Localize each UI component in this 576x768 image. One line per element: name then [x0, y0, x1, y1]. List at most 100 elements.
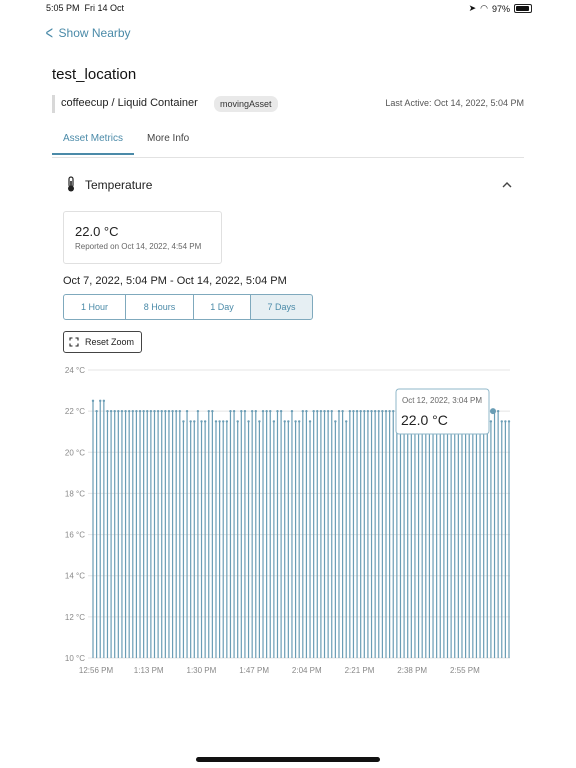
- data-point: [203, 420, 207, 423]
- data-point: [500, 420, 503, 423]
- tab-bar: Asset Metrics More Info: [52, 128, 524, 158]
- x-tick-label: 12:56 PM: [79, 666, 114, 675]
- home-indicator[interactable]: [196, 757, 380, 762]
- data-point: [178, 409, 182, 413]
- data-point: [341, 409, 344, 413]
- y-tick-label: 12 °C: [65, 613, 85, 622]
- data-point: [297, 420, 301, 423]
- status-indicators: ➤ ◠ 97%: [469, 3, 532, 14]
- range-button-7-days[interactable]: 7 Days: [250, 294, 313, 320]
- data-point: [254, 409, 257, 413]
- x-tick-label: 1:30 PM: [187, 666, 217, 675]
- data-point: [384, 409, 388, 413]
- data-point: [377, 409, 380, 413]
- data-point: [489, 420, 493, 423]
- location-arrow-icon: ➤: [468, 3, 477, 13]
- y-tick-label: 24 °C: [65, 366, 85, 375]
- data-point: [164, 409, 167, 413]
- chevron-left-icon: <: [45, 23, 53, 43]
- current-value-card: 22.0 °C Reported on Oct 14, 2022, 4:54 P…: [63, 211, 222, 264]
- data-point: [225, 420, 229, 423]
- data-point: [142, 409, 145, 413]
- data-point: [196, 409, 200, 413]
- last-active-text: Last Active: Oct 14, 2022, 5:04 PM: [385, 98, 524, 108]
- thermometer-icon: [68, 176, 74, 192]
- data-point: [352, 409, 355, 413]
- x-tick-label: 2:55 PM: [450, 666, 480, 675]
- data-point: [189, 420, 192, 423]
- range-button-1-day[interactable]: 1 Day: [193, 294, 251, 320]
- data-point: [156, 409, 160, 413]
- data-point: [330, 409, 333, 413]
- data-point: [218, 420, 221, 423]
- y-tick-label: 22 °C: [65, 407, 85, 416]
- tab-asset-metrics[interactable]: Asset Metrics: [52, 133, 135, 155]
- data-point: [175, 409, 178, 413]
- data-point: [135, 409, 138, 413]
- temperature-section-header[interactable]: Temperature: [66, 176, 512, 194]
- current-value: 22.0 °C: [75, 224, 119, 239]
- data-point: [319, 409, 323, 413]
- x-tick-label: 2:38 PM: [397, 666, 427, 675]
- data-point: [146, 409, 149, 413]
- data-point: [388, 409, 391, 413]
- tooltip-date: Oct 12, 2022, 3:04 PM: [402, 396, 482, 405]
- data-point: [305, 409, 308, 413]
- temperature-chart[interactable]: 24 °C 22 °C 20 °C 18 °C 16 °C 14 °C 12 °C 10 °C…: [0, 360, 576, 690]
- data-point: [120, 409, 124, 413]
- asset-row: coffeecup / Liquid Container movingAsset…: [52, 95, 524, 113]
- data-point: [363, 409, 366, 413]
- data-point: [185, 409, 189, 413]
- data-point: [211, 409, 214, 413]
- data-point: [366, 409, 370, 413]
- data-point: [323, 409, 326, 413]
- x-tick-label: 2:04 PM: [292, 666, 322, 675]
- tooltip-box: [395, 388, 490, 435]
- data-point: [236, 420, 239, 423]
- data-point: [214, 420, 218, 423]
- y-tick-label: 10 °C: [65, 654, 85, 663]
- wifi-icon: ◠: [480, 3, 488, 13]
- data-point: [301, 409, 305, 413]
- data-point: [265, 409, 268, 413]
- time-range-selector: 1 Hour 8 Hours 1 Day 7 Days: [63, 294, 313, 320]
- page-title: test_location: [52, 66, 137, 83]
- data-point: [240, 409, 243, 413]
- tab-more-info[interactable]: More Info: [147, 133, 190, 144]
- data-point: [359, 409, 362, 413]
- y-tick-label: 20 °C: [65, 448, 85, 457]
- data-point: [247, 420, 250, 423]
- data-point: [261, 409, 265, 413]
- data-point: [507, 420, 511, 423]
- status-time: 5:05 PM Fri 14 Oct: [46, 3, 124, 13]
- data-point: [106, 409, 109, 413]
- data-point: [109, 409, 113, 413]
- status-date-text: Fri 14 Oct: [84, 3, 125, 13]
- reset-zoom-button[interactable]: Reset Zoom: [63, 331, 143, 353]
- data-point: [283, 420, 286, 423]
- data-point: [496, 409, 500, 413]
- data-point: [167, 409, 171, 413]
- data-point: [287, 420, 290, 423]
- data-point: [250, 409, 254, 413]
- back-button[interactable]: < Show Nearby: [44, 23, 131, 43]
- range-button-8-hours[interactable]: 8 Hours: [125, 294, 194, 320]
- data-point: [294, 420, 297, 423]
- battery-icon: [514, 4, 532, 13]
- chevron-up-icon[interactable]: [502, 180, 512, 190]
- data-point: [200, 420, 203, 423]
- data-point: [243, 409, 247, 413]
- data-point: [337, 409, 341, 413]
- data-point: [160, 409, 163, 413]
- data-point: [312, 409, 315, 413]
- data-point: [345, 420, 348, 423]
- data-point: [269, 409, 272, 413]
- data-point: [99, 399, 102, 403]
- range-button-1-hour[interactable]: 1 Hour: [63, 294, 126, 320]
- data-point: [326, 409, 330, 413]
- asset-type-badge: movingAsset: [214, 96, 278, 112]
- data-point: [124, 409, 127, 413]
- y-tick-label: 18 °C: [65, 489, 85, 498]
- status-time-text: 5:05 PM: [46, 3, 80, 13]
- data-point: [381, 409, 384, 413]
